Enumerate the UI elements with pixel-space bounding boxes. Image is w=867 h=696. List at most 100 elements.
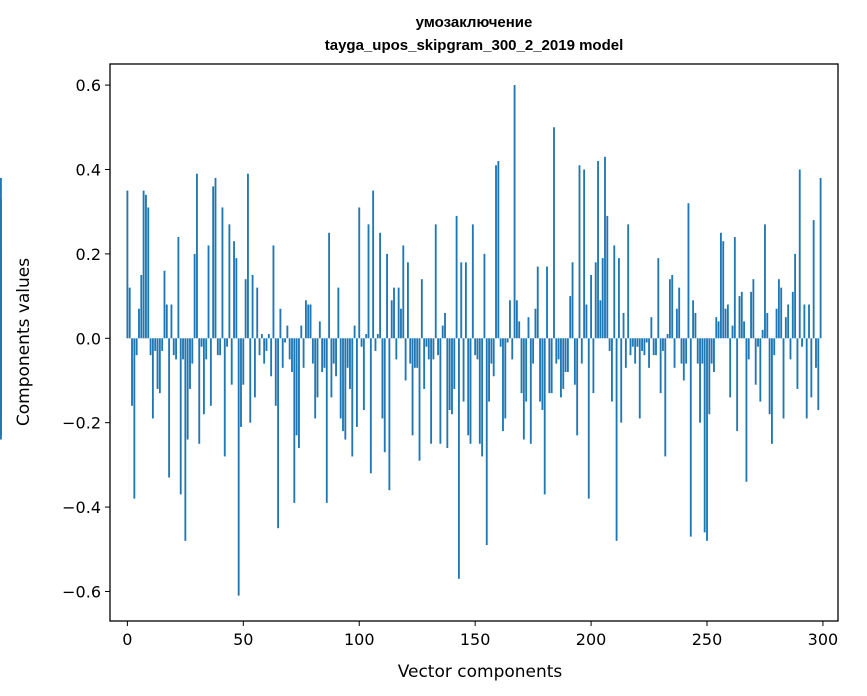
bar <box>560 338 562 398</box>
chart-title: умозаключение <box>416 14 533 31</box>
bar <box>784 317 787 339</box>
bar <box>555 338 558 364</box>
bar <box>629 338 632 356</box>
bar <box>703 338 706 533</box>
bar <box>743 321 746 339</box>
bar <box>163 270 166 339</box>
bar <box>713 338 715 373</box>
bar <box>492 338 495 377</box>
bar <box>383 338 386 453</box>
bar <box>622 312 625 339</box>
bar <box>706 338 708 541</box>
bar <box>369 338 372 474</box>
x-tick-label: 200 <box>576 630 607 649</box>
bar <box>265 338 268 351</box>
bar <box>0 317 2 339</box>
bar <box>304 300 307 339</box>
bar <box>140 274 143 339</box>
bar <box>135 338 138 356</box>
bar <box>158 338 161 394</box>
bar <box>476 338 479 360</box>
bar <box>349 338 351 389</box>
bar <box>580 338 583 364</box>
bar <box>420 279 423 339</box>
y-tick-label: 0.2 <box>76 245 101 264</box>
bar <box>534 308 537 339</box>
bar <box>332 338 335 364</box>
bar <box>801 338 803 347</box>
bar <box>126 190 129 339</box>
bar <box>325 338 328 503</box>
bar <box>509 300 511 339</box>
bar <box>515 300 518 339</box>
bar <box>335 338 337 377</box>
bar <box>404 338 407 381</box>
bar <box>791 291 794 339</box>
bar <box>699 338 701 423</box>
bar <box>627 224 630 339</box>
bar <box>808 304 810 339</box>
bar <box>228 224 231 339</box>
bar <box>497 161 500 339</box>
bar <box>425 338 428 347</box>
bar <box>142 190 145 339</box>
bar <box>372 190 375 339</box>
bar <box>402 245 405 339</box>
bar <box>191 338 194 364</box>
bar <box>798 169 801 339</box>
bar <box>214 177 217 339</box>
bar <box>819 177 822 339</box>
bar <box>379 232 382 339</box>
bar <box>471 224 474 339</box>
bar <box>323 338 326 368</box>
bar <box>411 338 414 436</box>
bar <box>664 338 667 457</box>
bar <box>587 338 590 499</box>
bar <box>689 338 692 537</box>
bar <box>680 338 683 364</box>
bar <box>740 291 743 339</box>
bar <box>668 279 671 339</box>
bar <box>750 291 752 339</box>
bar <box>775 308 778 339</box>
bar <box>179 338 182 495</box>
bar <box>803 304 806 339</box>
bar <box>235 258 238 339</box>
bar <box>256 287 259 339</box>
bar <box>585 304 588 339</box>
bar <box>573 338 576 385</box>
bar <box>439 338 442 444</box>
bar <box>550 338 553 394</box>
y-tick-label: −0.6 <box>62 582 101 601</box>
bar <box>631 338 634 347</box>
x-tick-label: 150 <box>460 630 491 649</box>
bar <box>483 253 486 339</box>
bar <box>351 338 354 457</box>
bar <box>634 338 637 364</box>
bar <box>400 308 402 339</box>
bar <box>759 338 762 402</box>
bar <box>437 338 439 356</box>
bar <box>613 245 616 339</box>
bar <box>650 317 653 339</box>
bar <box>270 338 273 377</box>
bar <box>569 296 572 339</box>
bar <box>365 334 368 339</box>
bar <box>719 232 722 339</box>
bar <box>805 338 808 419</box>
bar <box>657 258 660 339</box>
bar <box>281 338 284 368</box>
bar <box>701 338 704 364</box>
bar <box>541 338 544 411</box>
bar <box>390 300 393 339</box>
bar <box>638 338 641 419</box>
bar <box>288 338 291 360</box>
bar <box>504 338 507 419</box>
bar <box>520 338 523 394</box>
bar <box>566 338 569 373</box>
bar <box>754 338 757 385</box>
bar <box>583 169 586 339</box>
bar <box>733 237 736 339</box>
bar <box>757 338 759 347</box>
bar <box>309 304 312 339</box>
